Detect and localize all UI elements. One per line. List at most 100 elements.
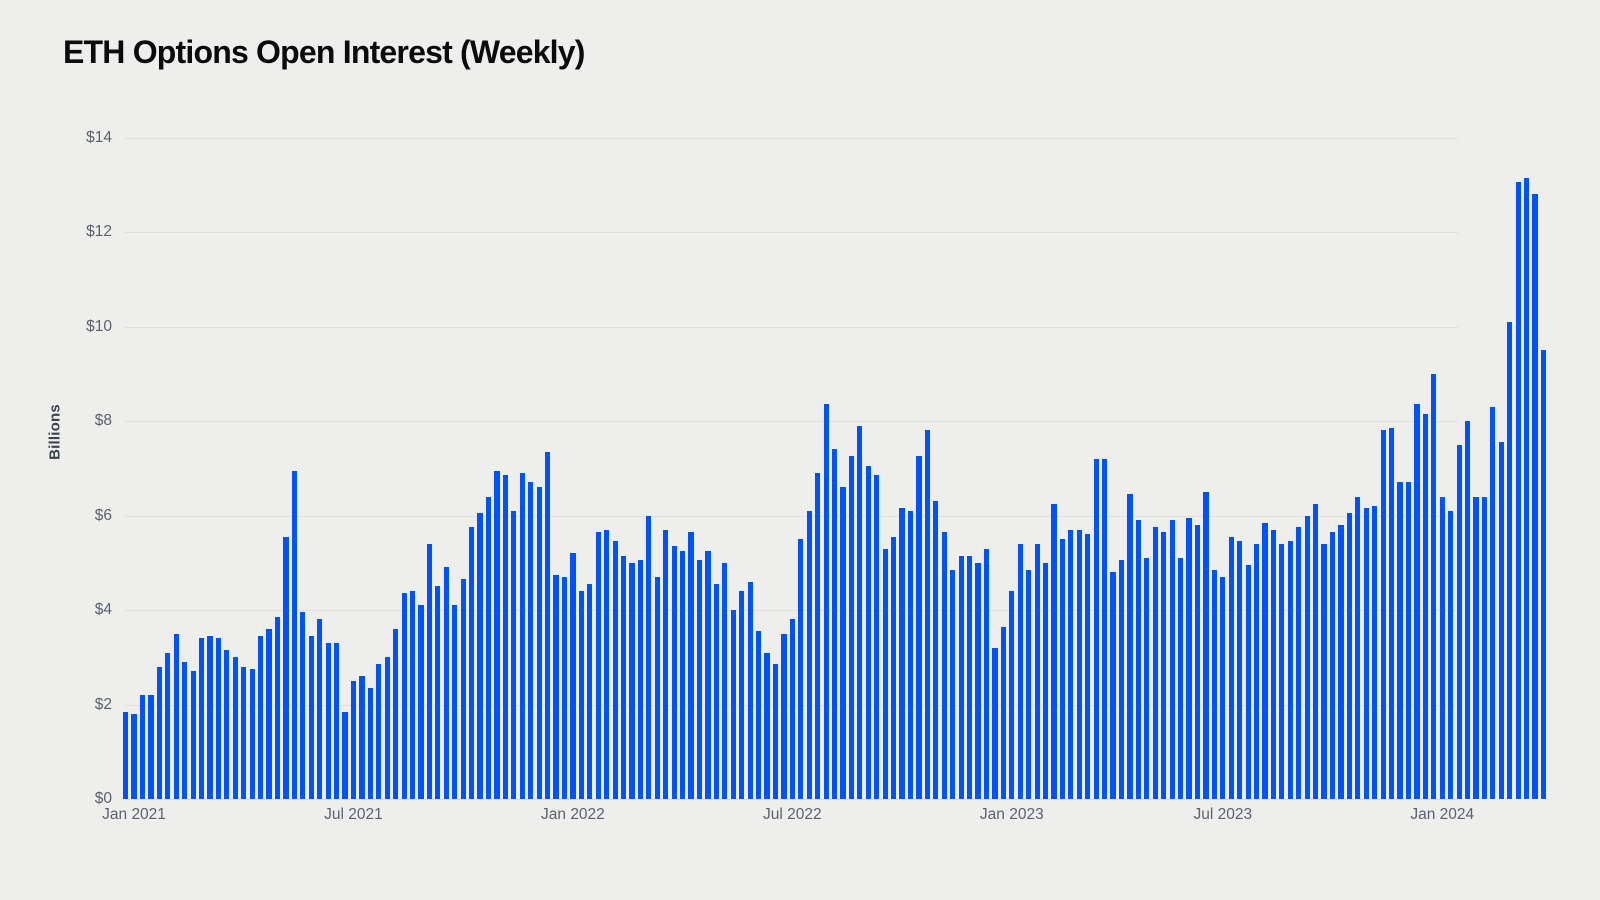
bar[interactable] xyxy=(1389,428,1395,799)
bar[interactable] xyxy=(595,532,601,799)
bar[interactable] xyxy=(1464,421,1471,799)
bar[interactable] xyxy=(671,546,677,799)
bar[interactable] xyxy=(1034,543,1040,799)
bar[interactable] xyxy=(469,527,475,799)
bar[interactable] xyxy=(1439,496,1445,799)
bar[interactable] xyxy=(831,449,838,799)
bar[interactable] xyxy=(308,635,314,799)
bar[interactable] xyxy=(781,633,787,799)
bar[interactable] xyxy=(857,425,863,799)
bar[interactable] xyxy=(1228,536,1234,799)
bar[interactable] xyxy=(1118,560,1125,799)
bar[interactable] xyxy=(435,586,441,799)
bar[interactable] xyxy=(1473,496,1479,799)
bar[interactable] xyxy=(772,664,779,799)
bar[interactable] xyxy=(1313,503,1319,799)
bar[interactable] xyxy=(182,661,188,799)
bar[interactable] xyxy=(409,591,416,799)
bar[interactable] xyxy=(891,536,897,799)
bar[interactable] xyxy=(620,555,627,799)
bar[interactable] xyxy=(274,617,281,799)
bar[interactable] xyxy=(1042,562,1049,799)
bar[interactable] xyxy=(224,650,230,799)
bar[interactable] xyxy=(1304,515,1310,799)
bar[interactable] xyxy=(1127,494,1133,799)
bar[interactable] xyxy=(545,451,551,799)
bar[interactable] xyxy=(1009,591,1015,799)
bar[interactable] xyxy=(1026,569,1032,799)
bar[interactable] xyxy=(1380,430,1386,799)
bar[interactable] xyxy=(384,657,390,799)
bar[interactable] xyxy=(334,643,340,799)
bar[interactable] xyxy=(865,465,871,799)
bar[interactable] xyxy=(764,652,770,799)
bar[interactable] xyxy=(485,496,492,799)
bar[interactable] xyxy=(300,612,306,799)
bar[interactable] xyxy=(1186,517,1192,799)
bar[interactable] xyxy=(1203,491,1209,799)
bar[interactable] xyxy=(1279,543,1285,799)
bar[interactable] xyxy=(705,550,711,799)
bar[interactable] xyxy=(426,543,433,799)
bar[interactable] xyxy=(907,510,914,799)
bar[interactable] xyxy=(730,610,736,799)
bar[interactable] xyxy=(528,482,534,799)
bar[interactable] xyxy=(283,536,289,799)
bar[interactable] xyxy=(1346,513,1352,799)
bar[interactable] xyxy=(604,529,610,799)
bar[interactable] xyxy=(967,555,973,799)
bar[interactable] xyxy=(198,638,205,799)
bar[interactable] xyxy=(511,510,517,799)
bar[interactable] xyxy=(1329,532,1336,799)
bar[interactable] xyxy=(1372,506,1378,799)
bar[interactable] xyxy=(561,576,568,799)
bar[interactable] xyxy=(1152,527,1158,799)
bar[interactable] xyxy=(958,555,964,799)
bar[interactable] xyxy=(941,532,947,799)
bar[interactable] xyxy=(165,652,171,799)
bar[interactable] xyxy=(1237,541,1243,799)
bar[interactable] xyxy=(916,456,922,799)
bar[interactable] xyxy=(612,541,618,799)
bar[interactable] xyxy=(1296,527,1302,799)
bar[interactable] xyxy=(1161,532,1167,799)
bar[interactable] xyxy=(190,671,196,799)
bar[interactable] xyxy=(1481,496,1488,799)
bar[interactable] xyxy=(376,664,382,799)
bar[interactable] xyxy=(1270,529,1277,799)
bar[interactable] xyxy=(983,548,990,799)
bar[interactable] xyxy=(1245,565,1251,799)
bar[interactable] xyxy=(317,619,323,799)
bar[interactable] xyxy=(1321,543,1327,799)
bar[interactable] xyxy=(680,550,686,799)
bar[interactable] xyxy=(1059,539,1066,799)
bar[interactable] xyxy=(1017,543,1023,799)
bar[interactable] xyxy=(1000,626,1006,799)
bar[interactable] xyxy=(1515,182,1521,799)
bar[interactable] xyxy=(1397,482,1403,799)
bar[interactable] xyxy=(241,666,247,799)
bar[interactable] xyxy=(393,628,399,799)
bar[interactable] xyxy=(553,574,559,799)
bar[interactable] xyxy=(806,510,812,799)
bar[interactable] xyxy=(1540,350,1547,799)
bar[interactable] xyxy=(1448,510,1454,799)
bar[interactable] xyxy=(840,487,846,799)
bar[interactable] xyxy=(536,487,542,799)
bar[interactable] xyxy=(460,579,466,799)
bar[interactable] xyxy=(570,553,576,799)
bar[interactable] xyxy=(1253,543,1260,799)
bar[interactable] xyxy=(637,560,644,799)
bar[interactable] xyxy=(1405,482,1412,799)
bar[interactable] xyxy=(139,695,146,799)
bar[interactable] xyxy=(350,680,357,799)
bar[interactable] xyxy=(502,475,508,799)
bar[interactable] xyxy=(1363,508,1369,799)
bar[interactable] xyxy=(266,628,272,799)
bar[interactable] xyxy=(1135,520,1141,799)
bar[interactable] xyxy=(1490,406,1496,799)
bar[interactable] xyxy=(291,470,297,799)
bar[interactable] xyxy=(848,456,855,799)
bar[interactable] xyxy=(1431,373,1437,799)
bar[interactable] xyxy=(1262,522,1268,799)
